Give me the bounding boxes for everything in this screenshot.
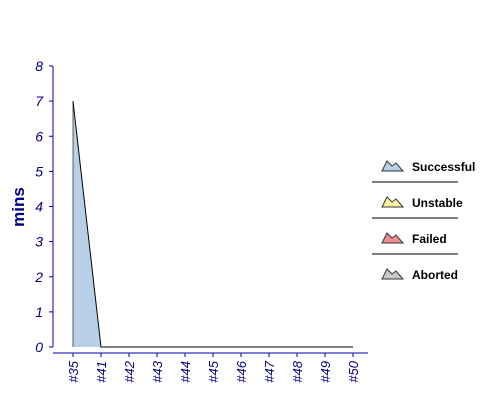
x-tick-label: #43 bbox=[150, 360, 165, 382]
x-tick-label: #48 bbox=[290, 360, 305, 382]
x-tick-label: #50 bbox=[346, 360, 361, 382]
x-axis: #35 #41 #42 #43 #44 #45 #46 #47 #48 #49 #50 bbox=[53, 352, 368, 383]
legend-item-failed: Failed bbox=[381, 232, 447, 246]
y-axis-label: mins bbox=[9, 187, 28, 227]
y-tick-label: 7 bbox=[35, 93, 44, 109]
x-tick-label: #44 bbox=[178, 361, 193, 383]
x-tick-label: #46 bbox=[234, 360, 249, 382]
legend-swatch-successful bbox=[381, 160, 405, 172]
legend-item-aborted: Aborted bbox=[381, 268, 458, 282]
x-tick-label: #41 bbox=[94, 361, 109, 383]
y-tick-label: 0 bbox=[35, 339, 43, 355]
legend: Successful Unstable Failed Aborted bbox=[372, 160, 475, 282]
y-tick-label: 4 bbox=[35, 199, 43, 215]
legend-label: Aborted bbox=[412, 268, 458, 282]
y-tick-label: 8 bbox=[35, 58, 43, 74]
legend-swatch-aborted bbox=[381, 268, 405, 280]
y-tick-label: 5 bbox=[35, 163, 43, 179]
y-tick-label: 1 bbox=[35, 304, 43, 320]
y-tick-label: 6 bbox=[35, 128, 43, 144]
y-axis: 0 1 2 3 4 5 6 7 8 bbox=[34, 58, 54, 355]
x-tick-label: #35 bbox=[66, 360, 81, 382]
y-tick-label: 2 bbox=[34, 269, 43, 285]
legend-label: Unstable bbox=[412, 196, 463, 210]
series-area-successful bbox=[73, 101, 353, 347]
x-tick-label: #49 bbox=[318, 361, 333, 383]
legend-swatch-unstable bbox=[381, 196, 405, 208]
plot-area bbox=[72, 101, 353, 348]
legend-swatch-failed bbox=[381, 232, 405, 244]
x-tick-label: #42 bbox=[122, 360, 137, 382]
y-tick-label: 3 bbox=[35, 234, 43, 250]
x-tick-label: #45 bbox=[206, 360, 221, 382]
x-tick-label: #47 bbox=[262, 360, 277, 382]
series-line-successful bbox=[72, 101, 353, 348]
legend-label: Failed bbox=[412, 232, 447, 246]
legend-label: Successful bbox=[412, 160, 475, 174]
legend-item-unstable: Unstable bbox=[381, 196, 463, 210]
legend-item-successful: Successful bbox=[381, 160, 475, 174]
